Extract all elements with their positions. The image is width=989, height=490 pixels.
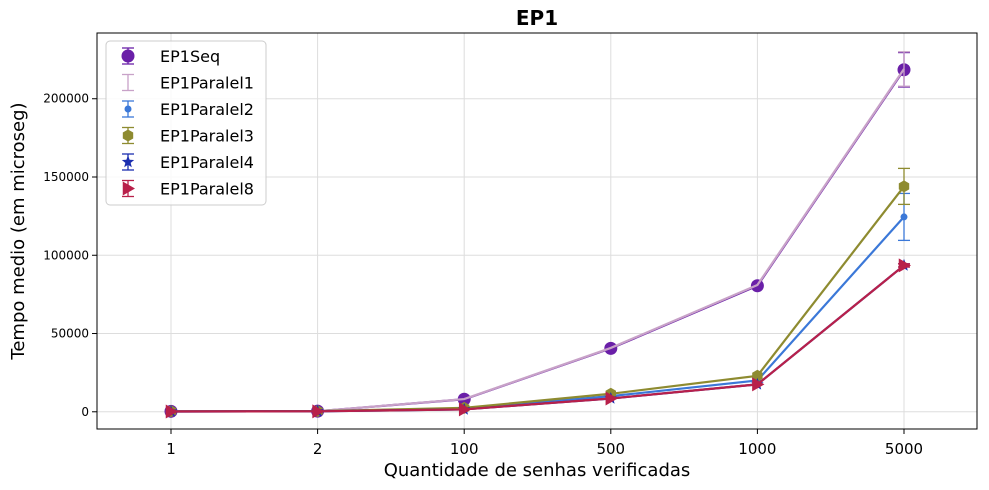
data-point	[124, 105, 132, 113]
y-tick-label: 100000	[43, 248, 89, 262]
legend-label: EP1Paralel2	[160, 100, 254, 119]
series-layer	[164, 51, 911, 419]
series-line	[170, 68, 905, 413]
data-point	[898, 180, 910, 193]
x-axis-label: Quantidade de senhas verificadas	[384, 460, 691, 481]
data-point	[898, 258, 911, 273]
plot-frame	[96, 32, 978, 430]
legend-item: EP1Seq	[121, 47, 220, 66]
legend-label: EP1Paralel4	[160, 153, 254, 172]
legend-label: EP1Seq	[160, 47, 220, 66]
data-point	[122, 181, 135, 196]
series-EP1Seq	[164, 51, 911, 418]
y-tick-label: 50000	[51, 327, 89, 341]
series-EP1Paralel3	[165, 167, 910, 418]
legend-item: EP1Paralel3	[122, 127, 254, 146]
series-line	[170, 264, 905, 413]
y-axis-label: Tempo medio (em microseg)	[8, 102, 29, 360]
legend-box	[105, 40, 267, 206]
chart-title: EP1	[516, 6, 558, 30]
x-tick-label: 5000	[885, 440, 923, 458]
series-EP1Paralel4	[164, 258, 911, 417]
y-tick-label: 200000	[43, 92, 89, 106]
x-tick-label: 500	[596, 440, 625, 458]
series-line	[170, 216, 905, 413]
legend-label: EP1Paralel8	[160, 180, 254, 199]
series-EP1Paralel8	[165, 258, 911, 419]
x-tick-label: 1000	[738, 440, 776, 458]
series-EP1Paralel1	[170, 51, 910, 413]
legend-item: EP1Paralel1	[122, 74, 254, 93]
x-tick-label: 100	[450, 440, 479, 458]
data-point	[752, 369, 763, 382]
legend-label: EP1Paralel3	[160, 127, 254, 146]
data-point	[121, 155, 135, 168]
series-line	[170, 185, 905, 413]
legend-item: EP1Paralel8	[122, 180, 254, 199]
legend-label: EP1Paralel1	[160, 74, 254, 93]
data-point	[900, 213, 908, 221]
legend: EP1Seq EP1Paralel1 EP1Paralel2 EP1Paralel3 E…	[105, 40, 267, 206]
data-point	[121, 49, 135, 63]
y-tick-label: 150000	[43, 170, 89, 184]
legend-item: EP1Paralel4	[121, 153, 254, 172]
data-point	[122, 129, 134, 142]
legend-item: EP1Paralel2	[122, 100, 254, 119]
y-tick-label: 0	[81, 405, 89, 419]
data-point	[312, 404, 325, 419]
x-tick-label: 2	[313, 440, 323, 458]
x-tick-label: 1	[166, 440, 176, 458]
data-point	[458, 402, 472, 417]
data-point	[605, 391, 618, 406]
data-point	[165, 404, 178, 419]
data-point	[752, 377, 765, 392]
series-line	[170, 69, 905, 413]
